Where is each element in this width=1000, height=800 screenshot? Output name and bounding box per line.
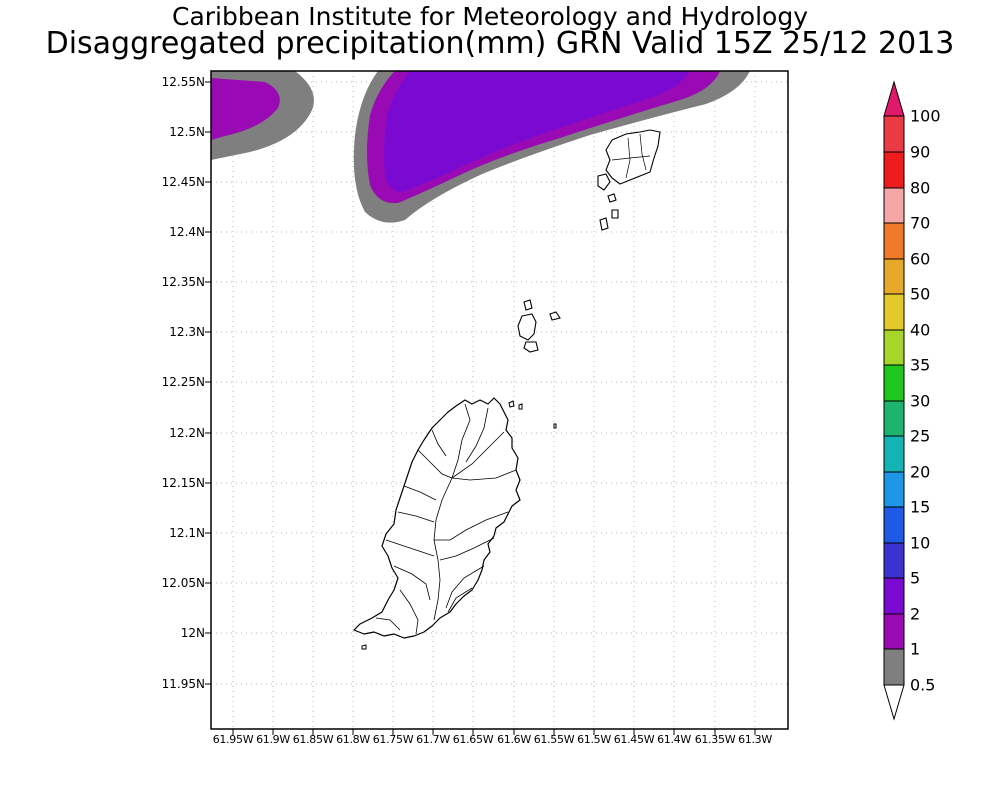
colorbar-label: 25 [910, 426, 931, 446]
precip-area-north-2 [384, 71, 690, 192]
colorbar-swatch-40 [883, 293, 905, 331]
colorbar-label: 20 [910, 462, 931, 482]
colorbar-label: 100 [910, 106, 941, 126]
lon-label: 61.6W [497, 733, 531, 746]
grid-lines [211, 71, 788, 729]
lon-label: 61.85W [292, 733, 334, 746]
colorbar-label: 50 [910, 284, 931, 304]
colorbar-top-triangle [883, 80, 905, 117]
carriacou-islands [597, 129, 661, 231]
colorbar-label: 10 [910, 533, 931, 553]
lat-label: 12.3N [169, 325, 205, 339]
lat-label: 12.45N [161, 175, 205, 189]
lon-label: 61.95W [212, 733, 254, 746]
colorbar-label: 40 [910, 320, 931, 340]
offshore-islets [361, 400, 557, 650]
precipitation-shading [211, 71, 750, 223]
lat-label: 12.25N [161, 375, 205, 389]
lon-labels: 61.95W 61.9W 61.85W 61.8W 61.75W 61.7W 6… [0, 733, 1000, 751]
lon-label: 61.8W [336, 733, 370, 746]
lat-label: 12.35N [161, 275, 205, 289]
lat-label: 12.2N [169, 426, 205, 440]
colorbar-label: 35 [910, 355, 931, 375]
lat-label: 12N [180, 626, 205, 640]
lat-label: 12.15N [161, 476, 205, 490]
colorbar-swatch-60 [883, 222, 905, 260]
colorbar-swatch-0.5 [883, 648, 905, 686]
colorbar-label: 1 [910, 639, 921, 659]
colorbar-swatch-35 [883, 329, 905, 366]
grenada-watershed-lines [375, 403, 517, 635]
colorbar-swatch-10 [883, 506, 905, 544]
colorbar-swatch-50 [883, 258, 905, 295]
colorbar [883, 80, 905, 721]
colorbar-swatch-80 [883, 151, 905, 189]
colorbar-swatch-20 [883, 435, 905, 473]
lon-label: 61.4W [657, 733, 691, 746]
colorbar-label: 2 [910, 604, 921, 624]
axis-ticks [205, 81, 756, 735]
colorbar-swatch-2 [883, 577, 905, 615]
colorbar-swatch-90 [883, 115, 905, 153]
colorbar-swatch-30 [883, 364, 905, 402]
precip-area-west-1 [211, 78, 280, 140]
lat-label: 11.95N [161, 677, 205, 691]
colorbar-swatch-15 [883, 471, 905, 508]
colorbar-label: 5 [910, 568, 921, 588]
lat-label: 12.1N [169, 526, 205, 540]
lat-label: 12.5N [169, 125, 205, 139]
lon-label: 61.65W [452, 733, 494, 746]
plot-frame [210, 70, 789, 730]
colorbar-swatch-70 [883, 187, 905, 224]
chart-title: Caribbean Institute for Meteorology and … [172, 2, 808, 31]
lon-label: 61.75W [372, 733, 414, 746]
lon-label: 61.55W [533, 733, 575, 746]
colorbar-label: 15 [910, 497, 931, 517]
colorbar-label: 90 [910, 142, 931, 162]
colorbar-label: 0.5 [910, 675, 936, 695]
lon-label: 61.35W [694, 733, 736, 746]
lon-label: 61.7W [416, 733, 450, 746]
lon-label: 61.9W [256, 733, 290, 746]
lat-label: 12.55N [161, 75, 205, 89]
colorbar-swatch-1 [883, 613, 905, 650]
colorbar-label: 30 [910, 391, 931, 411]
colorbar-label: 70 [910, 213, 931, 233]
colorbar-label: 80 [910, 178, 931, 198]
lon-label: 61.3W [738, 733, 772, 746]
grenadine-islands-mid [517, 299, 561, 353]
chart-subtitle: Disaggregated precipitation(mm) GRN Vali… [45, 26, 955, 61]
colorbar-swatch-25 [883, 400, 905, 437]
lon-label: 61.5W [577, 733, 611, 746]
lat-label: 12.05N [161, 576, 205, 590]
lat-label: 12.4N [169, 225, 205, 239]
colorbar-label: 60 [910, 249, 931, 269]
carriacou-internal-lines [611, 133, 651, 179]
colorbar-swatch-5 [883, 542, 905, 579]
colorbar-bottom-triangle [883, 684, 905, 721]
lon-label: 61.45W [613, 733, 655, 746]
